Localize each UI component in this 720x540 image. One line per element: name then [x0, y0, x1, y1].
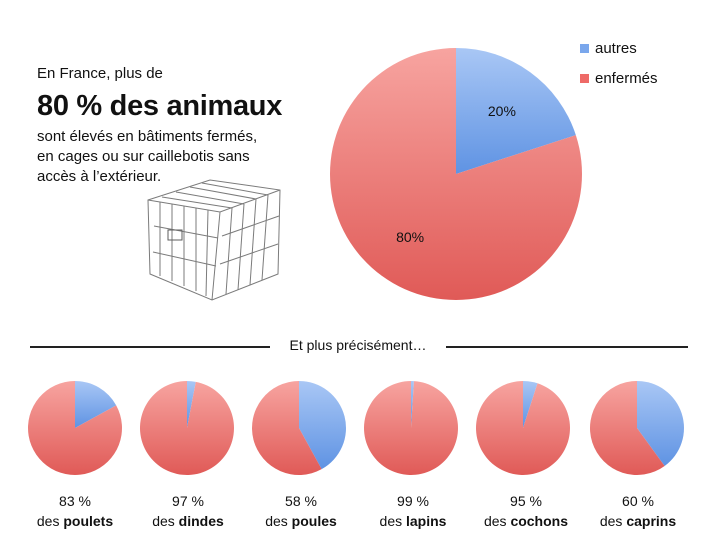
caption-poules: 58 % des poules	[241, 491, 361, 531]
legend-item-enfermes: enfermés	[580, 68, 658, 88]
intro-body: sont élevés en bâtiments fermés, en cage…	[37, 127, 337, 187]
caption-label: des cochons	[483, 513, 569, 529]
chart-legend: autres enfermés	[580, 38, 658, 98]
intro-lead: En France, plus de	[37, 65, 163, 82]
small-pie-poules-slice-enfermes	[252, 381, 322, 475]
intro-body-line: sont élevés en bâtiments fermés,	[37, 128, 258, 145]
small-pie-cochons	[475, 381, 570, 476]
main-pie-data-label: 80%	[396, 229, 424, 245]
separator-label: Et plus précisément…	[289, 337, 427, 353]
legend-label: enfermés	[595, 69, 658, 87]
caption-percent: 60 %	[622, 493, 654, 509]
small-pie-caprins	[590, 381, 685, 475]
intro-body-line: accès à l’extérieur.	[37, 168, 162, 185]
small-pie-caprins-slice-enfermes	[590, 381, 665, 475]
intro-body-line: en cages ou sur caillebotis sans	[37, 148, 250, 165]
small-pie-poules	[252, 381, 347, 475]
small-pie-poulets	[27, 381, 122, 475]
caption-percent: 95 %	[510, 493, 542, 509]
small-pie-dindes	[140, 381, 235, 475]
caption-label: des poules	[265, 513, 337, 529]
caption-label: des caprins	[599, 513, 677, 529]
small-pie-lapins-slice-enfermes	[364, 381, 459, 475]
main-pie-chart: 20% 80%	[330, 48, 582, 300]
small-pie-cochons-slice-autres	[523, 381, 538, 428]
caption-lapins: 99 % des lapins	[353, 491, 473, 531]
small-pie-poulets-slice-enfermes	[27, 381, 122, 475]
small-pie-caprins-slice-autres	[637, 381, 685, 467]
main-pie-slice-autres	[456, 48, 576, 174]
separator-line-left	[30, 346, 270, 348]
small-pie-poules-slice-autres	[299, 381, 347, 470]
small-pie-poulets-slice-autres	[75, 381, 117, 428]
intro-text: En France, plus de 80 % des animaux sont…	[37, 64, 337, 187]
small-pie-dindes-slice-enfermes	[140, 381, 235, 475]
small-pie-cochons-slice-enfermes	[475, 381, 570, 476]
caption-dindes: 97 % des dindes	[128, 491, 248, 531]
main-pie-slice-enfermes	[330, 48, 582, 300]
legend-swatch-autres	[580, 43, 589, 53]
legend-label: autres	[595, 39, 637, 57]
caption-poulets: 83 % des poulets	[15, 491, 135, 531]
caption-caprins: 60 % des caprins	[578, 491, 698, 531]
intro-headline: 80 % des animaux	[37, 90, 283, 122]
caption-label: des lapins	[379, 513, 447, 529]
caption-label: des dindes	[152, 513, 224, 529]
small-pie-lapins-slice-autres	[411, 381, 414, 428]
legend-item-autres: autres	[580, 38, 658, 58]
legend-swatch-enfermes	[580, 73, 589, 83]
caption-percent: 83 %	[59, 493, 91, 509]
caption-cochons: 95 % des cochons	[466, 491, 586, 531]
caption-percent: 58 %	[285, 493, 317, 509]
main-pie-data-label: 20%	[488, 103, 516, 119]
separator-line-right	[446, 346, 688, 348]
caption-percent: 99 %	[397, 493, 429, 509]
caption-label: des poulets	[36, 513, 114, 529]
small-pie-dindes-slice-autres	[187, 381, 196, 428]
wire-cage-icon	[147, 179, 281, 301]
small-pie-lapins	[364, 381, 459, 475]
caption-percent: 97 %	[172, 493, 204, 509]
